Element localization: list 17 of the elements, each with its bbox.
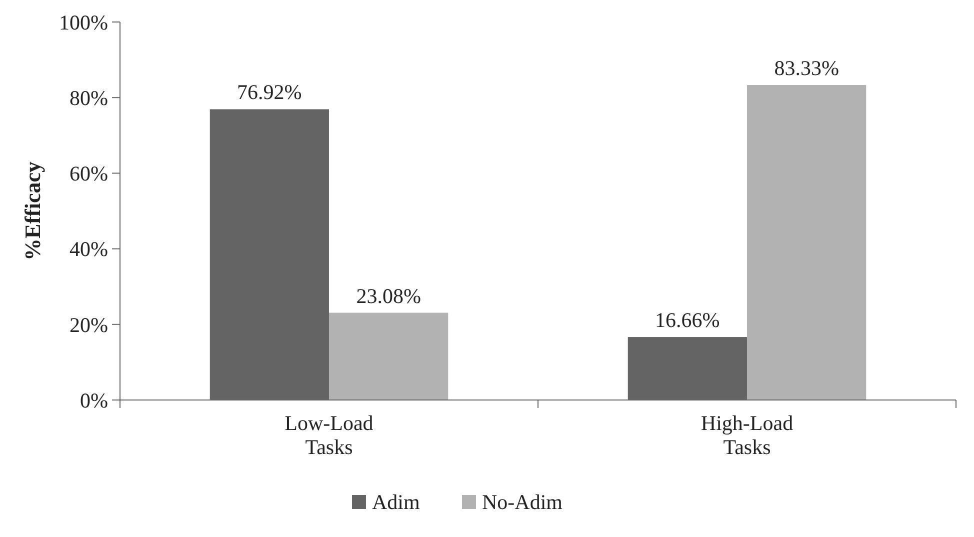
y-tick-label: 60% — [70, 162, 108, 186]
text: 16.66% — [655, 308, 720, 332]
legend-label: Adim — [372, 490, 420, 514]
bar — [747, 85, 866, 400]
y-tick-label: 40% — [70, 237, 108, 262]
text: 83.33% — [774, 56, 839, 80]
x-tick-label: Low-Load Tasks — [284, 411, 374, 459]
y-tick-label: 0% — [80, 388, 108, 412]
legend-label: No-Adim — [482, 490, 562, 514]
y-axis-title: %Efficacy — [20, 162, 45, 260]
bar — [329, 312, 448, 400]
y-tick-label: 20% — [70, 312, 108, 337]
text: 76.92% — [237, 80, 302, 104]
y-tick-label: 80% — [70, 86, 108, 110]
x-tick-label: High-Load Tasks — [700, 411, 794, 459]
text: 23.08% — [356, 284, 421, 308]
y-tick-label: 100% — [59, 10, 108, 34]
